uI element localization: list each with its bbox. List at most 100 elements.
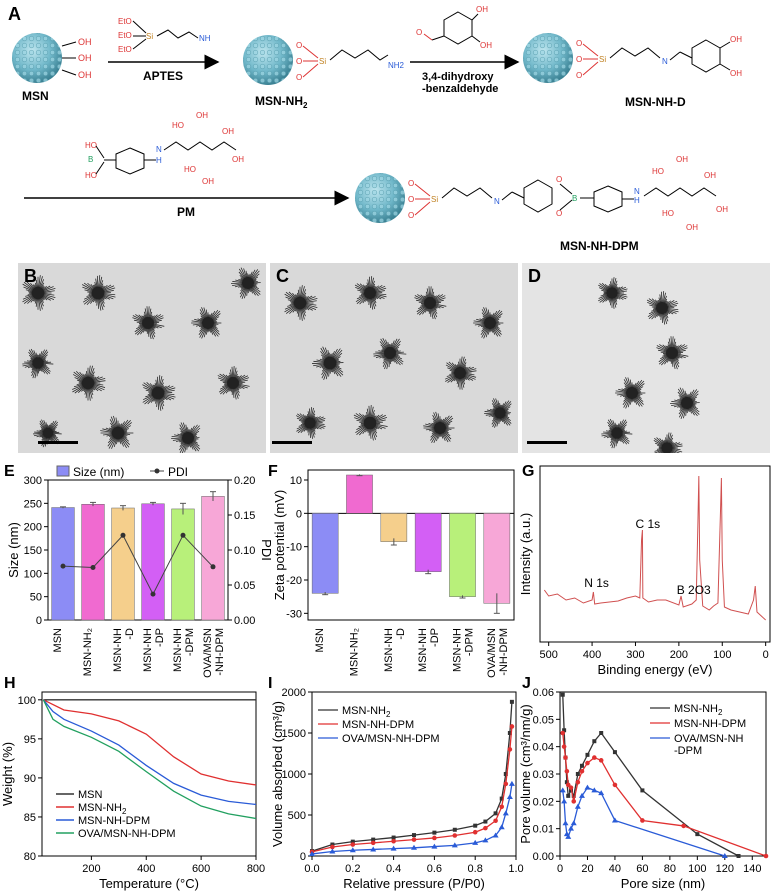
series-line	[42, 699, 257, 820]
data-point	[507, 731, 512, 735]
bar	[171, 508, 195, 621]
data-point	[575, 779, 581, 785]
svg-text:B: B	[572, 194, 577, 203]
nanoparticle	[484, 398, 512, 428]
legend-swatch-size	[56, 465, 70, 477]
data-point	[563, 755, 568, 760]
svg-text:HO: HO	[172, 121, 184, 130]
data-point	[578, 792, 585, 798]
oh-label: OH	[78, 53, 92, 63]
data-point	[411, 844, 417, 850]
data-point	[695, 832, 700, 837]
x-tick-label: 200	[82, 863, 100, 875]
y2-axis-label: PDI	[259, 539, 274, 561]
data-point	[411, 837, 417, 842]
svg-text:N: N	[634, 187, 640, 196]
particle-core	[484, 317, 496, 329]
data-point	[330, 844, 335, 850]
y-axis-label: Size (nm)	[6, 522, 21, 578]
svg-text:HO: HO	[662, 209, 674, 218]
data-point	[493, 818, 498, 824]
nanoparticle	[353, 405, 388, 441]
x-tick-label: MSN-NH	[417, 628, 429, 672]
svg-text:O: O	[296, 57, 302, 66]
bar	[346, 474, 373, 514]
particle-core	[304, 417, 316, 429]
particle-core	[91, 286, 105, 300]
particle-core	[363, 416, 377, 430]
x-tick-label: OVA/MSN	[486, 628, 498, 678]
y-tick-label: 500	[288, 810, 306, 822]
particle-core	[323, 356, 337, 370]
svg-text:HO: HO	[652, 167, 664, 176]
legend-subscript: 2	[718, 708, 723, 717]
scale-bar	[38, 441, 78, 444]
x-tick-label: 60	[636, 863, 648, 875]
aptes-label: APTES	[143, 69, 183, 83]
svg-text:O: O	[408, 195, 414, 204]
svg-text:O: O	[296, 41, 302, 50]
data-point	[493, 811, 498, 816]
data-point	[566, 793, 571, 798]
nanoparticle	[22, 348, 54, 379]
data-point	[452, 833, 458, 838]
data-point	[736, 854, 741, 858]
data-point	[562, 820, 569, 826]
svg-text:OH: OH	[716, 205, 728, 214]
x-tick-label: MSN-NH	[452, 628, 464, 672]
legend-label: MSN-NH2	[78, 802, 127, 816]
pdi-point	[150, 591, 156, 597]
y-tick-label: 80	[24, 851, 36, 863]
x-tick-label: 80	[664, 863, 676, 875]
legend-label: OVA/MSN-NH-DPM	[78, 828, 176, 840]
plot-frame	[559, 691, 767, 857]
x-tick-label: 1.0	[508, 863, 523, 875]
pdi-point	[90, 565, 96, 570]
data-point	[391, 835, 396, 840]
y-tick-label: 95	[24, 734, 36, 746]
nanoparticle	[670, 387, 700, 420]
y-tick-label: 0.01	[533, 824, 554, 836]
svg-text:Si: Si	[431, 195, 438, 204]
bar	[111, 507, 135, 621]
tem-image-c	[270, 263, 518, 453]
x-tick-label: MSN	[314, 628, 326, 653]
data-point	[561, 798, 568, 804]
data-point	[565, 833, 572, 839]
y-tick-label: 300	[24, 475, 42, 487]
legend-label: MSN-NH-DPM	[674, 718, 746, 730]
x-tick-label: 500	[539, 649, 557, 661]
data-point	[390, 845, 397, 851]
x-tick-label: -NH-DPM	[498, 628, 510, 676]
legend-pdi: PDI	[168, 465, 188, 479]
nanoparticle	[284, 285, 318, 321]
nanoparticle	[656, 336, 689, 370]
si-label: Si	[146, 32, 153, 41]
data-point	[579, 763, 584, 768]
pdi-point	[60, 563, 66, 569]
x-tick-label: -DPM	[464, 628, 476, 656]
svg-text:OH: OH	[476, 5, 488, 14]
nanoparticle	[312, 346, 344, 380]
x-tick-label: 800	[247, 863, 265, 875]
particle-core	[151, 386, 165, 400]
y-tick-label: 200	[24, 522, 42, 534]
data-point	[499, 796, 504, 801]
svg-text:O: O	[416, 28, 422, 37]
y-tick-label: 50	[30, 592, 42, 604]
svg-text:OH: OH	[196, 111, 208, 120]
y-axis-label: Zeta potential (mV)	[272, 490, 287, 601]
svg-text:Si: Si	[319, 57, 326, 66]
svg-text:OH: OH	[232, 155, 244, 164]
x-tick-label: 200	[670, 649, 688, 661]
particle-core	[42, 427, 54, 439]
data-point	[330, 842, 335, 847]
data-point	[503, 772, 508, 776]
data-point	[509, 699, 514, 704]
data-point	[452, 827, 457, 832]
data-point	[483, 825, 488, 831]
data-point	[681, 823, 686, 829]
data-point	[640, 818, 645, 823]
y-tick-label: 85	[24, 812, 36, 824]
nanoparticle	[646, 291, 679, 325]
